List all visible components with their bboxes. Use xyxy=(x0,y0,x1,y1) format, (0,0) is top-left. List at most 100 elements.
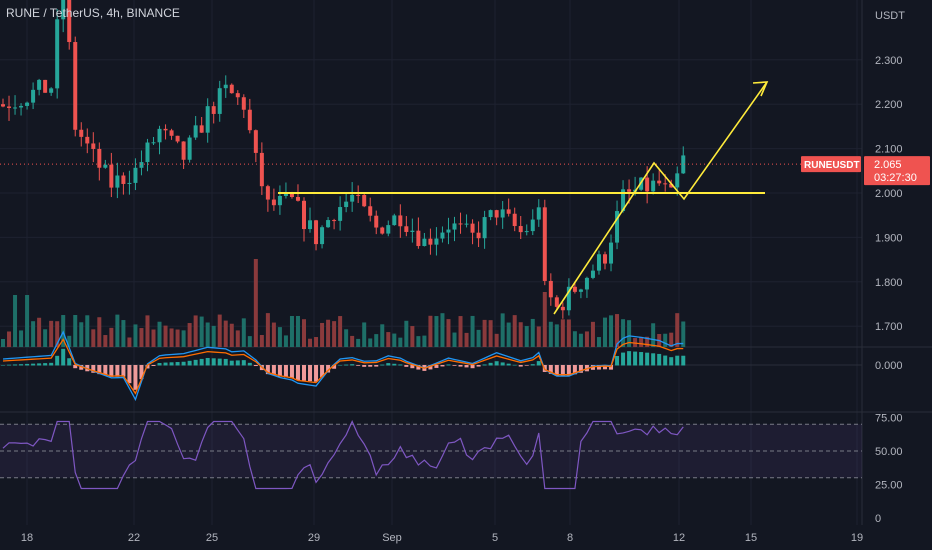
volume-bar xyxy=(241,318,246,347)
candle-body xyxy=(79,129,84,137)
rsi-axis-tick: 0 xyxy=(875,513,881,525)
macd-histogram-bar xyxy=(295,365,300,381)
candle-body xyxy=(374,215,379,228)
macd-histogram-bar xyxy=(578,365,583,373)
volume-bar xyxy=(31,321,36,347)
volume-bar xyxy=(13,295,18,347)
candle-body xyxy=(121,175,126,184)
rsi-axis-tick: 25.00 xyxy=(875,480,903,492)
candle-body xyxy=(404,226,409,232)
volume-bar xyxy=(542,292,547,347)
candle-body xyxy=(434,238,439,245)
candle-body xyxy=(314,220,319,245)
candle-body xyxy=(476,232,481,239)
volume-bar xyxy=(566,319,571,347)
candle-body xyxy=(392,215,397,226)
volume-bar xyxy=(675,313,680,347)
candle-body xyxy=(73,42,78,130)
volume-bar xyxy=(572,331,577,347)
macd-histogram-bar xyxy=(675,355,680,366)
volume-bar xyxy=(530,318,535,347)
candle-body xyxy=(470,223,475,233)
candle-body xyxy=(217,88,222,114)
ticker-label-box xyxy=(801,156,861,173)
volume-bar xyxy=(512,315,517,347)
volume-bar xyxy=(169,328,174,347)
macd-histogram-bar xyxy=(416,365,421,370)
candle-body xyxy=(572,286,577,292)
candle-body xyxy=(669,183,674,188)
volume-bar xyxy=(253,259,258,347)
candle-body xyxy=(133,167,138,183)
volume-bar xyxy=(289,316,294,347)
candle-body xyxy=(103,164,108,168)
volume-bar xyxy=(609,315,614,347)
price-axis-tick: 1.900 xyxy=(875,232,903,244)
rsi-axis-tick: 75.00 xyxy=(875,413,903,425)
candle-body xyxy=(181,141,186,160)
candle-body xyxy=(663,183,668,185)
candle-body xyxy=(566,286,571,311)
volume-bar xyxy=(277,327,282,347)
candle-body xyxy=(127,182,132,184)
volume-bar xyxy=(326,319,331,347)
candle-body xyxy=(211,106,216,114)
macd-histogram-bar xyxy=(163,362,168,366)
candle-body xyxy=(645,177,650,192)
macd-histogram-bar xyxy=(566,365,571,376)
volume-bar xyxy=(121,320,126,347)
candle-body xyxy=(590,270,595,278)
macd-line xyxy=(2,330,684,402)
volume-bar xyxy=(464,332,469,347)
macd-histogram-bar xyxy=(211,358,216,366)
macd-histogram-bar xyxy=(464,365,469,368)
macd-histogram-bar xyxy=(596,365,601,370)
volume-bar xyxy=(681,321,686,347)
candle-body xyxy=(578,289,583,292)
candle-body xyxy=(205,106,210,133)
macd-histogram-bar xyxy=(488,362,493,366)
macd-histogram-bar xyxy=(43,363,48,366)
macd-histogram-bar xyxy=(247,362,252,366)
candle-body xyxy=(223,84,228,89)
chart-title: RUNE / TetherUS, 4h, BINANCE xyxy=(6,6,180,20)
macd-histogram-bar xyxy=(175,362,180,366)
candle-body xyxy=(422,238,427,247)
volume-bar xyxy=(265,313,270,347)
volume-bar xyxy=(97,317,102,347)
candle-body xyxy=(596,254,601,271)
volume-bar xyxy=(645,336,650,347)
macd-histogram-bar xyxy=(31,363,36,366)
macd-histogram-bar xyxy=(536,361,541,366)
volume-bar xyxy=(49,320,54,347)
volume-bar xyxy=(669,332,674,347)
candle-body xyxy=(530,219,535,232)
time-axis-tick: 25 xyxy=(206,532,218,544)
candle-body xyxy=(548,280,553,298)
price-axis-tick: 2.100 xyxy=(875,144,903,156)
candle-body xyxy=(458,223,463,225)
macd-histogram-bar xyxy=(121,365,126,377)
candle-body xyxy=(67,0,72,43)
candle-body xyxy=(145,142,150,163)
macd-signal-line xyxy=(2,338,684,395)
candle-body xyxy=(428,238,433,245)
candle-body xyxy=(259,152,264,187)
macd-histogram-bar xyxy=(326,365,331,373)
macd-histogram-bar xyxy=(169,362,174,366)
candle-body xyxy=(163,128,168,131)
macd-histogram-bar xyxy=(289,365,294,379)
macd-histogram-bar xyxy=(560,365,565,376)
candle-body xyxy=(368,206,373,216)
volume-bar xyxy=(560,319,565,347)
volume-bar xyxy=(205,322,210,347)
macd-histogram-bar xyxy=(19,364,24,366)
macd-histogram-bar xyxy=(681,355,686,366)
volume-bar xyxy=(554,324,559,347)
macd-histogram-bar xyxy=(332,365,337,369)
candle-body xyxy=(241,97,246,110)
macd-histogram-bar xyxy=(1,365,5,366)
macd-histogram-bar xyxy=(103,365,108,376)
